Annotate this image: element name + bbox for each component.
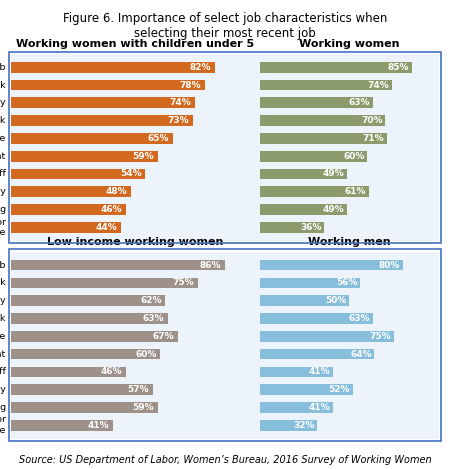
Bar (260, 366, 333, 377)
Bar (11, 313, 168, 324)
Text: 85%: 85% (388, 63, 409, 72)
Text: Figure 6. Importance of select job characteristics when
selecting their most rec: Figure 6. Importance of select job chara… (63, 12, 387, 40)
Bar (260, 98, 373, 108)
Bar (260, 384, 353, 395)
Bar (11, 133, 173, 144)
Bar (260, 278, 360, 288)
Text: 41%: 41% (88, 421, 109, 430)
Title: Low income working women: Low income working women (47, 237, 224, 247)
Bar (11, 186, 130, 197)
Bar (11, 349, 160, 359)
Text: 74%: 74% (368, 81, 390, 90)
Title: Working women with children under 5: Working women with children under 5 (17, 39, 255, 49)
Text: 60%: 60% (135, 349, 157, 359)
Text: 60%: 60% (343, 151, 364, 161)
Bar (11, 278, 198, 288)
Bar (260, 169, 347, 179)
Bar (260, 133, 387, 144)
Bar (11, 98, 195, 108)
Bar (11, 115, 193, 126)
Bar (260, 402, 333, 413)
Text: 86%: 86% (200, 261, 221, 270)
Text: 74%: 74% (170, 98, 191, 107)
Text: 75%: 75% (370, 332, 392, 341)
Text: 57%: 57% (127, 385, 149, 394)
Text: 82%: 82% (190, 63, 212, 72)
Text: 50%: 50% (325, 296, 346, 305)
Bar (260, 62, 412, 73)
Text: 71%: 71% (363, 134, 384, 143)
Text: 70%: 70% (361, 116, 382, 125)
Text: 41%: 41% (309, 367, 330, 376)
Bar (11, 260, 225, 271)
Text: 52%: 52% (328, 385, 350, 394)
Bar (260, 222, 324, 233)
Text: 67%: 67% (153, 332, 174, 341)
Text: 36%: 36% (300, 223, 322, 232)
Text: 73%: 73% (167, 116, 189, 125)
Bar (11, 331, 178, 341)
Bar (260, 295, 349, 306)
Bar (260, 115, 385, 126)
Text: 63%: 63% (348, 314, 370, 323)
Text: 63%: 63% (143, 314, 164, 323)
Text: 75%: 75% (172, 279, 194, 287)
Bar (260, 313, 373, 324)
Bar (11, 402, 158, 413)
Text: 41%: 41% (309, 403, 330, 412)
Bar (11, 80, 205, 91)
Text: 80%: 80% (379, 261, 400, 270)
Bar (260, 420, 317, 431)
Text: 46%: 46% (100, 205, 122, 214)
Bar (11, 295, 165, 306)
Bar (260, 151, 367, 161)
Text: 59%: 59% (133, 403, 154, 412)
Text: 54%: 54% (120, 169, 142, 178)
Bar (260, 80, 392, 91)
Text: 44%: 44% (95, 223, 117, 232)
Text: Source: US Department of Labor, Women’s Bureau, 2016 Survey of Working Women: Source: US Department of Labor, Women’s … (19, 455, 431, 465)
Bar (11, 366, 126, 377)
Text: 49%: 49% (323, 205, 345, 214)
Bar (11, 222, 121, 233)
Bar (11, 151, 158, 161)
Bar (260, 260, 403, 271)
Text: 56%: 56% (336, 279, 357, 287)
Text: 63%: 63% (348, 98, 370, 107)
Bar (260, 186, 369, 197)
Text: 49%: 49% (323, 169, 345, 178)
Text: 78%: 78% (180, 81, 202, 90)
Bar (11, 420, 113, 431)
Title: Working women: Working women (299, 39, 400, 49)
Text: 48%: 48% (105, 187, 127, 196)
Bar (260, 204, 347, 215)
Bar (11, 384, 153, 395)
Text: 46%: 46% (100, 367, 122, 376)
Text: 32%: 32% (293, 421, 315, 430)
Bar (11, 62, 215, 73)
Bar (260, 331, 394, 341)
Text: 59%: 59% (133, 151, 154, 161)
Bar (11, 169, 145, 179)
Title: Working men: Working men (308, 237, 391, 247)
Text: 65%: 65% (148, 134, 169, 143)
Bar (260, 349, 374, 359)
Text: 62%: 62% (140, 296, 162, 305)
Text: 64%: 64% (350, 349, 372, 359)
Text: 61%: 61% (345, 187, 366, 196)
Bar (11, 204, 126, 215)
